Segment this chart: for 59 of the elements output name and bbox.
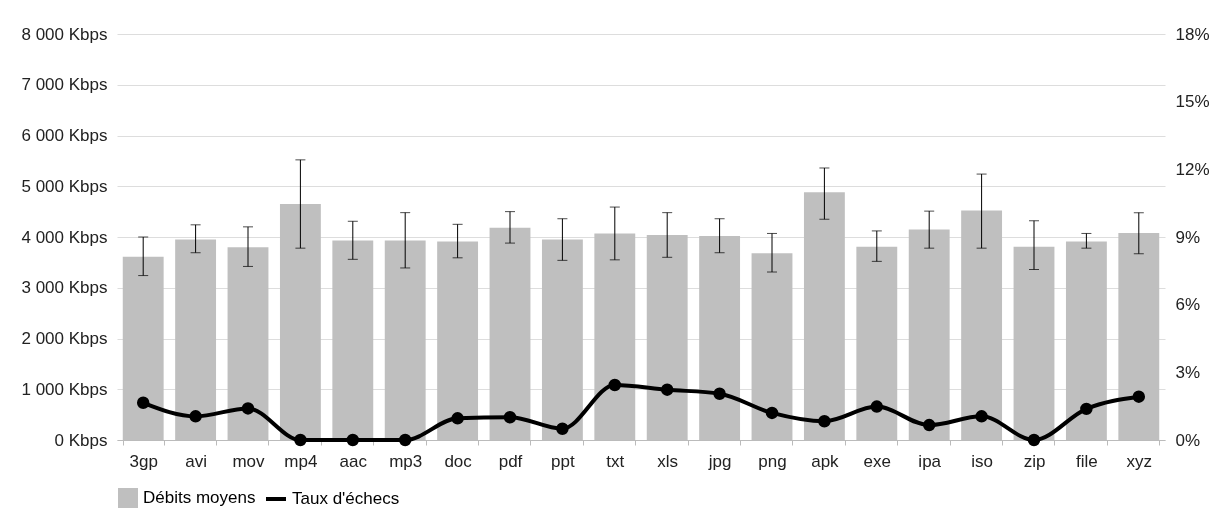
point bbox=[975, 410, 988, 423]
x-tick-label: apk bbox=[811, 451, 840, 471]
x-tick-label: iso bbox=[971, 451, 993, 471]
y2-tick-label: 3% bbox=[1175, 362, 1201, 382]
y-tick-label: 7 000 Kbps bbox=[21, 75, 108, 95]
point bbox=[1080, 402, 1093, 416]
y-tick-label: 8 000 Kbps bbox=[21, 24, 108, 44]
y-tick-label: 3 000 Kbps bbox=[21, 278, 108, 298]
point bbox=[922, 418, 936, 432]
y-tick-label: 0 Kbps bbox=[54, 430, 108, 450]
point bbox=[136, 396, 150, 410]
y-tick-label: 5 000 Kbps bbox=[21, 176, 108, 196]
x-tick-label: png bbox=[758, 451, 787, 471]
x-tick-label: 3gp bbox=[129, 451, 158, 471]
x-tick-label: mov bbox=[232, 451, 266, 471]
point bbox=[608, 378, 622, 392]
y2-tick-label: 0% bbox=[1175, 430, 1201, 450]
legend-label: Débits moyens bbox=[143, 488, 256, 507]
x-tick-label: doc bbox=[444, 451, 473, 471]
x-tick-label: aac bbox=[339, 451, 368, 471]
x-tick-label: xyz bbox=[1126, 451, 1153, 471]
point bbox=[189, 410, 202, 423]
x-tick-label: avi bbox=[185, 451, 207, 471]
x-tick-label: mp4 bbox=[284, 451, 318, 471]
point bbox=[241, 402, 255, 415]
point bbox=[451, 412, 464, 425]
x-tick-label: exe bbox=[863, 451, 892, 471]
point bbox=[765, 406, 779, 420]
x-tick-label: pdf bbox=[498, 451, 523, 471]
point bbox=[870, 400, 884, 413]
x-tick-label: ipa bbox=[918, 451, 942, 471]
y2-tick-label: 6% bbox=[1175, 295, 1201, 315]
point bbox=[1132, 390, 1146, 403]
x-tick-label: file bbox=[1076, 451, 1098, 471]
bar bbox=[332, 240, 374, 440]
legend-label: Taux d'échecs bbox=[292, 489, 400, 508]
x-tick-label: mp3 bbox=[389, 451, 423, 471]
point bbox=[713, 387, 726, 400]
y2-tick-label: 12% bbox=[1175, 159, 1210, 179]
y-tick-label: 4 000 Kbps bbox=[21, 227, 108, 247]
y2-tick-label: 18% bbox=[1175, 24, 1210, 44]
point bbox=[818, 415, 831, 428]
x-tick-label: xls bbox=[657, 451, 679, 471]
y-tick-label: 2 000 Kbps bbox=[21, 329, 108, 348]
point bbox=[294, 433, 307, 447]
x-tick-label: jpg bbox=[707, 451, 732, 471]
x-tick-label: zip bbox=[1023, 451, 1046, 471]
point bbox=[660, 383, 674, 396]
point bbox=[503, 410, 517, 424]
point bbox=[346, 433, 360, 447]
point bbox=[398, 433, 412, 447]
point bbox=[1027, 433, 1041, 447]
x-tick-label: ppt bbox=[551, 451, 575, 471]
y-tick-label: 1 000 Kbps bbox=[21, 379, 108, 399]
point bbox=[556, 422, 569, 435]
y2-tick-label: 15% bbox=[1175, 92, 1210, 112]
y-tick-label: 6 000 Kbps bbox=[21, 126, 108, 145]
x-tick-label: txt bbox=[606, 451, 625, 471]
y2-tick-label: 9% bbox=[1175, 227, 1201, 247]
